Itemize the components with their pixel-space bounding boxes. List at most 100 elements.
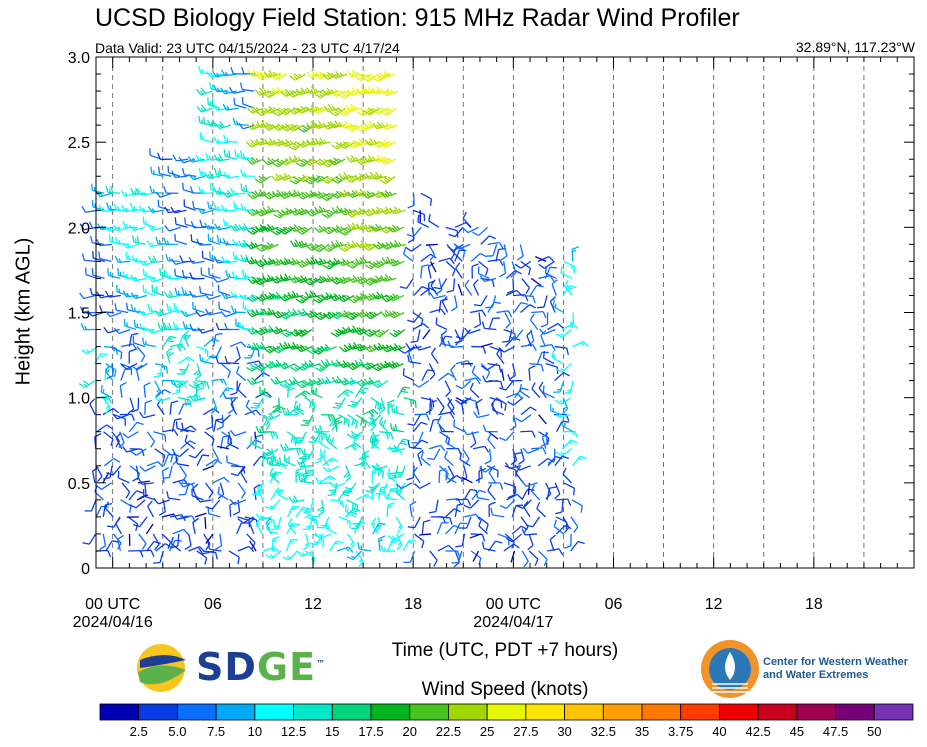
wind-barb [271,516,282,531]
wind-barb [490,507,505,518]
wind-barb [162,335,177,347]
wind-barb [414,344,431,351]
wind-barb [380,273,397,282]
wind-barb [436,416,446,433]
wind-barb [188,546,205,553]
colorbar-title: Wind Speed (knots) [421,679,589,700]
wind-barb [396,533,403,551]
wind-barb [346,533,355,550]
wind-barb [451,550,463,564]
wind-barb [195,310,212,317]
wind-barb [142,284,156,297]
wind-barb [293,400,305,416]
wind-barb [79,292,96,300]
wind-barb [481,541,496,552]
wind-barb [554,397,572,405]
wind-barb [521,278,530,295]
wind-barb [403,550,416,563]
wind-barb [119,413,136,421]
wind-barb [265,499,281,510]
x-tick-label: 18 [404,596,422,613]
wind-barb [425,243,438,246]
wind-barb [196,454,210,467]
x-tick-label: 18 [805,596,823,613]
wind-barb [279,273,296,282]
wind-barb [304,359,321,368]
wind-barb [163,186,179,194]
wind-barb [165,271,181,280]
wind-barb [566,312,575,328]
wind-barb [161,533,172,549]
wind-barb [204,482,214,499]
wind-barb [531,382,541,399]
wind-barb [233,97,247,109]
cw3e-logo-icon [701,640,759,698]
wind-barb [215,414,231,424]
y-tick-label: 0 [81,561,90,578]
wind-barb [114,303,129,314]
wind-barb [96,291,113,299]
wind-barb [212,476,230,484]
wind-barb [296,259,314,268]
wind-barb [343,465,352,483]
wind-barb [127,397,135,414]
wind-barb [172,380,189,389]
wind-barb [345,154,363,163]
wind-barb [331,224,349,233]
wind-barb [469,533,482,539]
wind-barb [278,226,296,235]
wind-barb [229,498,247,506]
wind-barb [421,519,431,534]
wind-barb [459,516,472,529]
wind-barb [127,516,139,532]
wind-barb [428,363,436,380]
wind-barb [180,440,197,450]
wind-barb [510,550,516,563]
wind-barb [330,240,348,248]
wind-barb [196,238,212,246]
wind-barb [224,322,240,331]
wind-barb [179,255,195,263]
colorbar-label: 17.5 [358,724,383,739]
wind-barb [387,310,405,319]
wind-barb [129,499,146,509]
colorbar-label: 20 [402,724,416,739]
wind-barb [420,192,433,206]
wind-barb [482,375,498,383]
wind-barb [389,329,406,338]
wind-barb [172,321,188,331]
wind-barb [388,258,405,267]
wind-barb [371,86,389,95]
wind-barb [444,380,452,397]
wind-barb [330,70,348,79]
x-tick-label: 06 [204,596,222,613]
wind-barb [309,533,324,546]
wind-barb [509,363,517,380]
wind-barb [388,465,399,480]
wind-barb [113,327,131,335]
colorbar-swatch [757,703,798,721]
wind-barb [207,233,221,245]
colorbar-swatch [177,703,217,721]
wind-barb [345,123,363,132]
colorbar-swatch [138,703,178,721]
wind-barb [174,217,188,228]
wind-barb [92,251,106,263]
wind-barb [255,307,272,316]
wind-barb [473,295,488,307]
wind-barb [154,362,168,374]
wind-barb [246,345,260,357]
wind-barb [217,284,231,297]
wind-barb [161,513,174,518]
wind-barb [487,258,504,267]
wind-barb [286,431,298,446]
wind-barb [331,175,349,184]
wind-barb [149,185,165,194]
wind-barb [464,513,481,521]
wind-barb [427,262,435,279]
wind-barb [107,268,121,280]
wind-barb [254,188,271,197]
wind-barb [372,380,389,388]
wind-barb [514,464,531,471]
wind-barb [316,499,325,516]
